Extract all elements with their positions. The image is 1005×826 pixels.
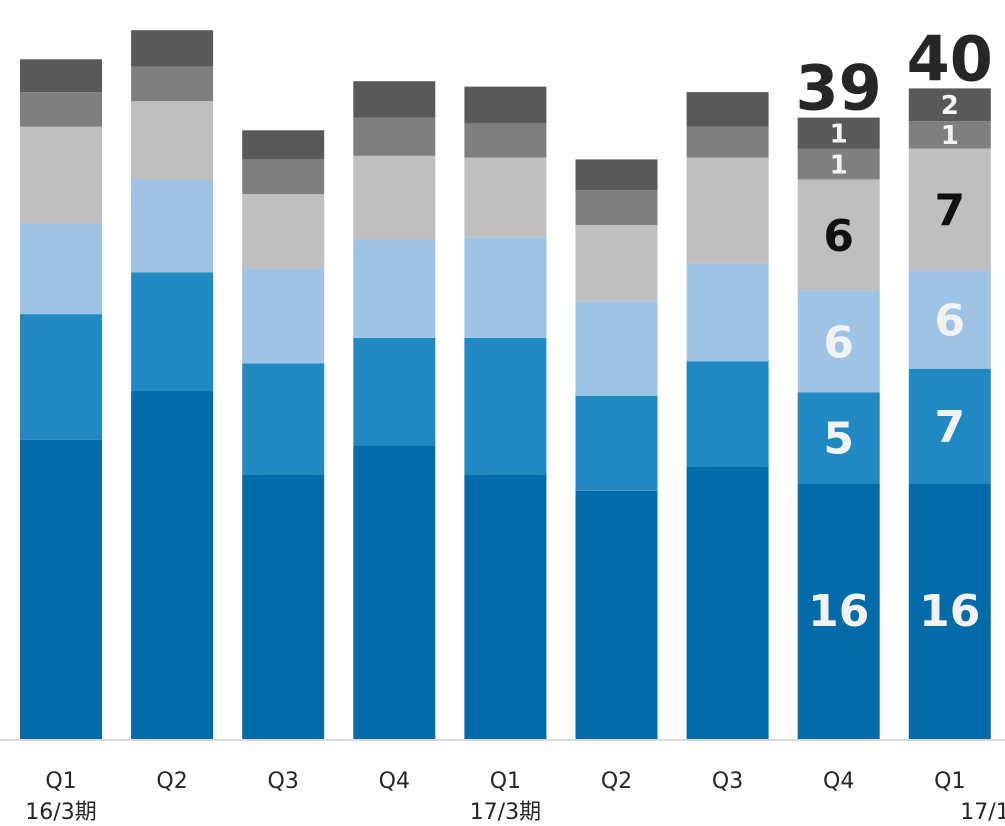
bar-segment-s3-c6 [687,158,769,264]
bar-segment-s2-c6 [687,263,769,361]
bar-segment-s2-c1 [131,179,213,272]
segment-label-s3-c8: 7 [934,185,965,236]
segment-label-s1-c8: 7 [934,402,965,453]
bar-segment-s0-c1 [131,391,213,740]
x-tick-label-0: Q1 [45,769,76,794]
bar-segment-s2-c5 [576,301,658,396]
bar-segment-s0-c5 [576,491,658,740]
bar-segment-s4-c2 [242,159,324,194]
bar-segment-s2-c2 [242,269,324,364]
bar-segment-s5-c4 [464,87,546,123]
bar-segment-s4-c4 [464,123,546,158]
bar-segment-s5-c0 [20,59,102,92]
bar-segment-s3-c4 [464,158,546,238]
segment-label-s3-c7: 6 [823,211,854,262]
x-tick-labels-group: Q1 16/3期 Q2 Q3 Q4 Q1 17/3期 Q2 Q3 Q4 Q1 17/12期 [25,769,1005,825]
bar-segment-s4-c1 [131,67,213,102]
x-tick-label-2: Q3 [268,769,299,794]
bar-segment-s1-c6 [687,361,769,467]
x-tick-label-7: Q4 [823,769,854,794]
bar-segment-s1-c5 [576,396,658,491]
x-tick-label-4: Q1 [490,769,521,794]
bar-segment-s4-c0 [20,92,102,127]
x-group-label-8: 17/12期 [960,800,1005,825]
segment-label-s5-c8: 2 [941,91,959,121]
bar-segment-s5-c6 [687,92,769,127]
bar-segment-s4-c6 [687,127,769,158]
bar-segment-s0-c0 [20,440,102,740]
bar-segment-s2-c3 [353,240,435,338]
bar-segment-s0-c3 [353,445,435,740]
bar-segment-s1-c0 [20,314,102,440]
bar-segment-s3-c1 [131,101,213,179]
bar-segment-s5-c5 [576,159,658,190]
bar-segment-s2-c4 [464,238,546,338]
bar-segment-s5-c1 [131,30,213,66]
x-tick-label-8: Q1 [934,769,965,794]
bar-segment-s1-c2 [242,363,324,474]
bar-segment-s5-c3 [353,81,435,117]
bar-segment-s4-c5 [576,190,658,225]
segment-label-s1-c7: 5 [823,414,854,465]
total-label-c8: 40 [907,22,993,95]
bar-segment-s3-c0 [20,127,102,224]
bar-segment-s0-c4 [464,474,546,740]
bar-segment-s3-c2 [242,194,324,269]
segment-label-s4-c8: 1 [941,121,959,151]
total-label-c7: 39 [796,52,882,125]
x-tick-label-3: Q4 [379,769,410,794]
bar-segment-s0-c2 [242,474,324,740]
bar-segment-s5-c2 [242,130,324,159]
bar-segment-s2-c0 [20,223,102,314]
bar-segment-s4-c3 [353,118,435,156]
bar-segment-s0-c6 [687,467,769,740]
x-tick-label-5: Q2 [601,769,632,794]
bar-segment-s1-c1 [131,272,213,390]
bar-segment-s3-c5 [576,225,658,301]
bar-segment-s1-c3 [353,338,435,445]
x-tick-label-1: Q2 [156,769,187,794]
bar-segment-s3-c3 [353,156,435,240]
segment-label-s0-c7: 16 [808,586,869,637]
x-group-label-0: 16/3期 [25,800,96,825]
x-tick-label-6: Q3 [712,769,743,794]
segment-label-s4-c7: 1 [830,150,848,180]
bar-segment-s1-c4 [464,338,546,475]
segment-label-s2-c8: 6 [934,295,965,346]
segment-label-s0-c8: 16 [919,586,980,637]
x-group-label-4: 17/3期 [470,800,541,825]
segment-label-s2-c7: 6 [823,317,854,368]
